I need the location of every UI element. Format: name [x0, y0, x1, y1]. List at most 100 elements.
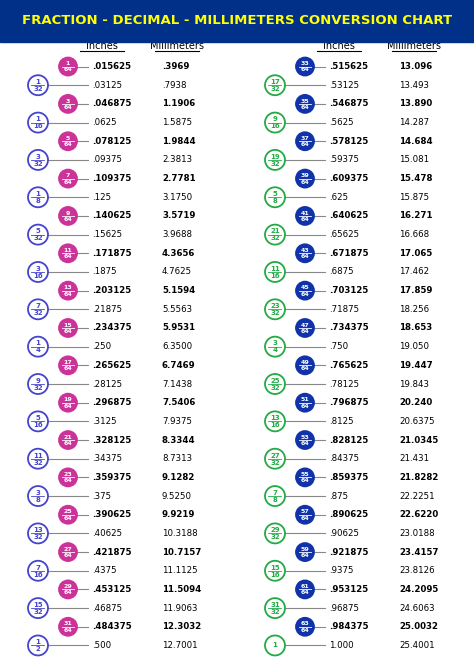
Text: 1.5875: 1.5875 — [162, 118, 192, 127]
Text: 15.875: 15.875 — [399, 193, 429, 202]
Text: 64: 64 — [64, 516, 73, 521]
Text: 3.5719: 3.5719 — [162, 212, 195, 220]
Circle shape — [296, 580, 314, 598]
Text: 8: 8 — [36, 497, 40, 503]
Text: 64: 64 — [64, 217, 73, 222]
Text: 32: 32 — [33, 235, 43, 241]
Text: 4.7625: 4.7625 — [162, 267, 192, 277]
Text: .703125: .703125 — [329, 286, 368, 295]
Text: 64: 64 — [64, 180, 73, 184]
Text: 64: 64 — [64, 441, 73, 446]
Circle shape — [296, 431, 314, 449]
Circle shape — [296, 543, 314, 561]
Text: .0625: .0625 — [92, 118, 117, 127]
Text: .34375: .34375 — [92, 454, 122, 463]
Circle shape — [265, 188, 285, 207]
Text: 5: 5 — [66, 136, 70, 141]
Text: .296875: .296875 — [92, 398, 131, 407]
Text: .9375: .9375 — [329, 566, 354, 576]
Circle shape — [59, 58, 77, 76]
Circle shape — [59, 506, 77, 524]
Circle shape — [265, 262, 285, 282]
Text: 1: 1 — [36, 79, 40, 85]
Text: .625: .625 — [329, 193, 348, 202]
Text: .171875: .171875 — [92, 249, 131, 258]
Text: 5.1594: 5.1594 — [162, 286, 195, 295]
Text: .03125: .03125 — [92, 80, 122, 90]
Text: 15.478: 15.478 — [399, 174, 432, 183]
Text: .4375: .4375 — [92, 566, 117, 576]
Text: 13: 13 — [270, 415, 280, 421]
Text: 31: 31 — [64, 621, 73, 626]
Text: 1: 1 — [66, 61, 70, 66]
Text: .890625: .890625 — [329, 511, 368, 519]
Text: 11.5094: 11.5094 — [162, 585, 201, 594]
Text: 1.1906: 1.1906 — [162, 99, 195, 109]
Circle shape — [265, 523, 285, 543]
Text: .500: .500 — [92, 641, 111, 650]
Text: 32: 32 — [270, 161, 280, 167]
Text: .359375: .359375 — [92, 473, 131, 482]
Text: 16: 16 — [270, 123, 280, 129]
Text: .390625: .390625 — [92, 511, 131, 519]
Text: 3: 3 — [36, 266, 40, 272]
Text: Inches: Inches — [86, 42, 118, 52]
Text: 11: 11 — [64, 248, 73, 253]
Text: .015625: .015625 — [92, 62, 131, 71]
Text: .109375: .109375 — [92, 174, 131, 183]
Text: 15: 15 — [64, 323, 73, 328]
Text: .3969: .3969 — [162, 62, 190, 71]
Circle shape — [296, 356, 314, 375]
Text: 21: 21 — [64, 435, 73, 440]
Text: 14.287: 14.287 — [399, 118, 429, 127]
Text: .65625: .65625 — [329, 230, 359, 239]
Text: 1: 1 — [36, 340, 40, 346]
Bar — [0, 0, 474, 42]
Text: 32: 32 — [270, 385, 280, 391]
Text: 21.431: 21.431 — [399, 454, 429, 463]
Text: 17.462: 17.462 — [399, 267, 429, 277]
Text: 16: 16 — [270, 422, 280, 428]
Circle shape — [59, 95, 77, 113]
Text: 29: 29 — [270, 527, 280, 533]
Text: 27: 27 — [270, 452, 280, 458]
Text: 9.1282: 9.1282 — [162, 473, 195, 482]
Text: 17: 17 — [270, 79, 280, 85]
Text: .7938: .7938 — [162, 80, 186, 90]
Text: 64: 64 — [64, 366, 73, 371]
Circle shape — [28, 150, 48, 170]
Text: 31: 31 — [270, 602, 280, 608]
Text: .609375: .609375 — [329, 174, 368, 183]
Circle shape — [28, 598, 48, 618]
Text: 12.7001: 12.7001 — [162, 641, 198, 650]
Text: 63: 63 — [301, 621, 310, 626]
Circle shape — [28, 262, 48, 282]
Text: 22.6220: 22.6220 — [399, 511, 438, 519]
Text: 27: 27 — [64, 547, 73, 551]
Circle shape — [28, 523, 48, 543]
Text: 21.0345: 21.0345 — [399, 436, 438, 444]
Text: 25.4001: 25.4001 — [399, 641, 435, 650]
Text: 6.3500: 6.3500 — [162, 342, 192, 351]
Circle shape — [59, 132, 77, 150]
Circle shape — [265, 561, 285, 581]
Text: .765625: .765625 — [329, 361, 368, 370]
Text: 32: 32 — [270, 235, 280, 241]
Circle shape — [28, 336, 48, 356]
Text: 23.8126: 23.8126 — [399, 566, 435, 576]
Text: .140625: .140625 — [92, 212, 131, 220]
Circle shape — [59, 170, 77, 188]
Circle shape — [265, 598, 285, 618]
Text: 21: 21 — [270, 228, 280, 234]
Text: 64: 64 — [64, 403, 73, 409]
Circle shape — [296, 245, 314, 262]
Text: 64: 64 — [301, 553, 310, 558]
Text: 7: 7 — [36, 303, 40, 309]
Text: 7.9375: 7.9375 — [162, 417, 192, 426]
Text: 25: 25 — [64, 509, 73, 515]
Text: .921875: .921875 — [329, 547, 368, 557]
Text: 51: 51 — [301, 397, 310, 402]
Text: .5625: .5625 — [329, 118, 354, 127]
Circle shape — [28, 188, 48, 207]
Circle shape — [296, 506, 314, 524]
